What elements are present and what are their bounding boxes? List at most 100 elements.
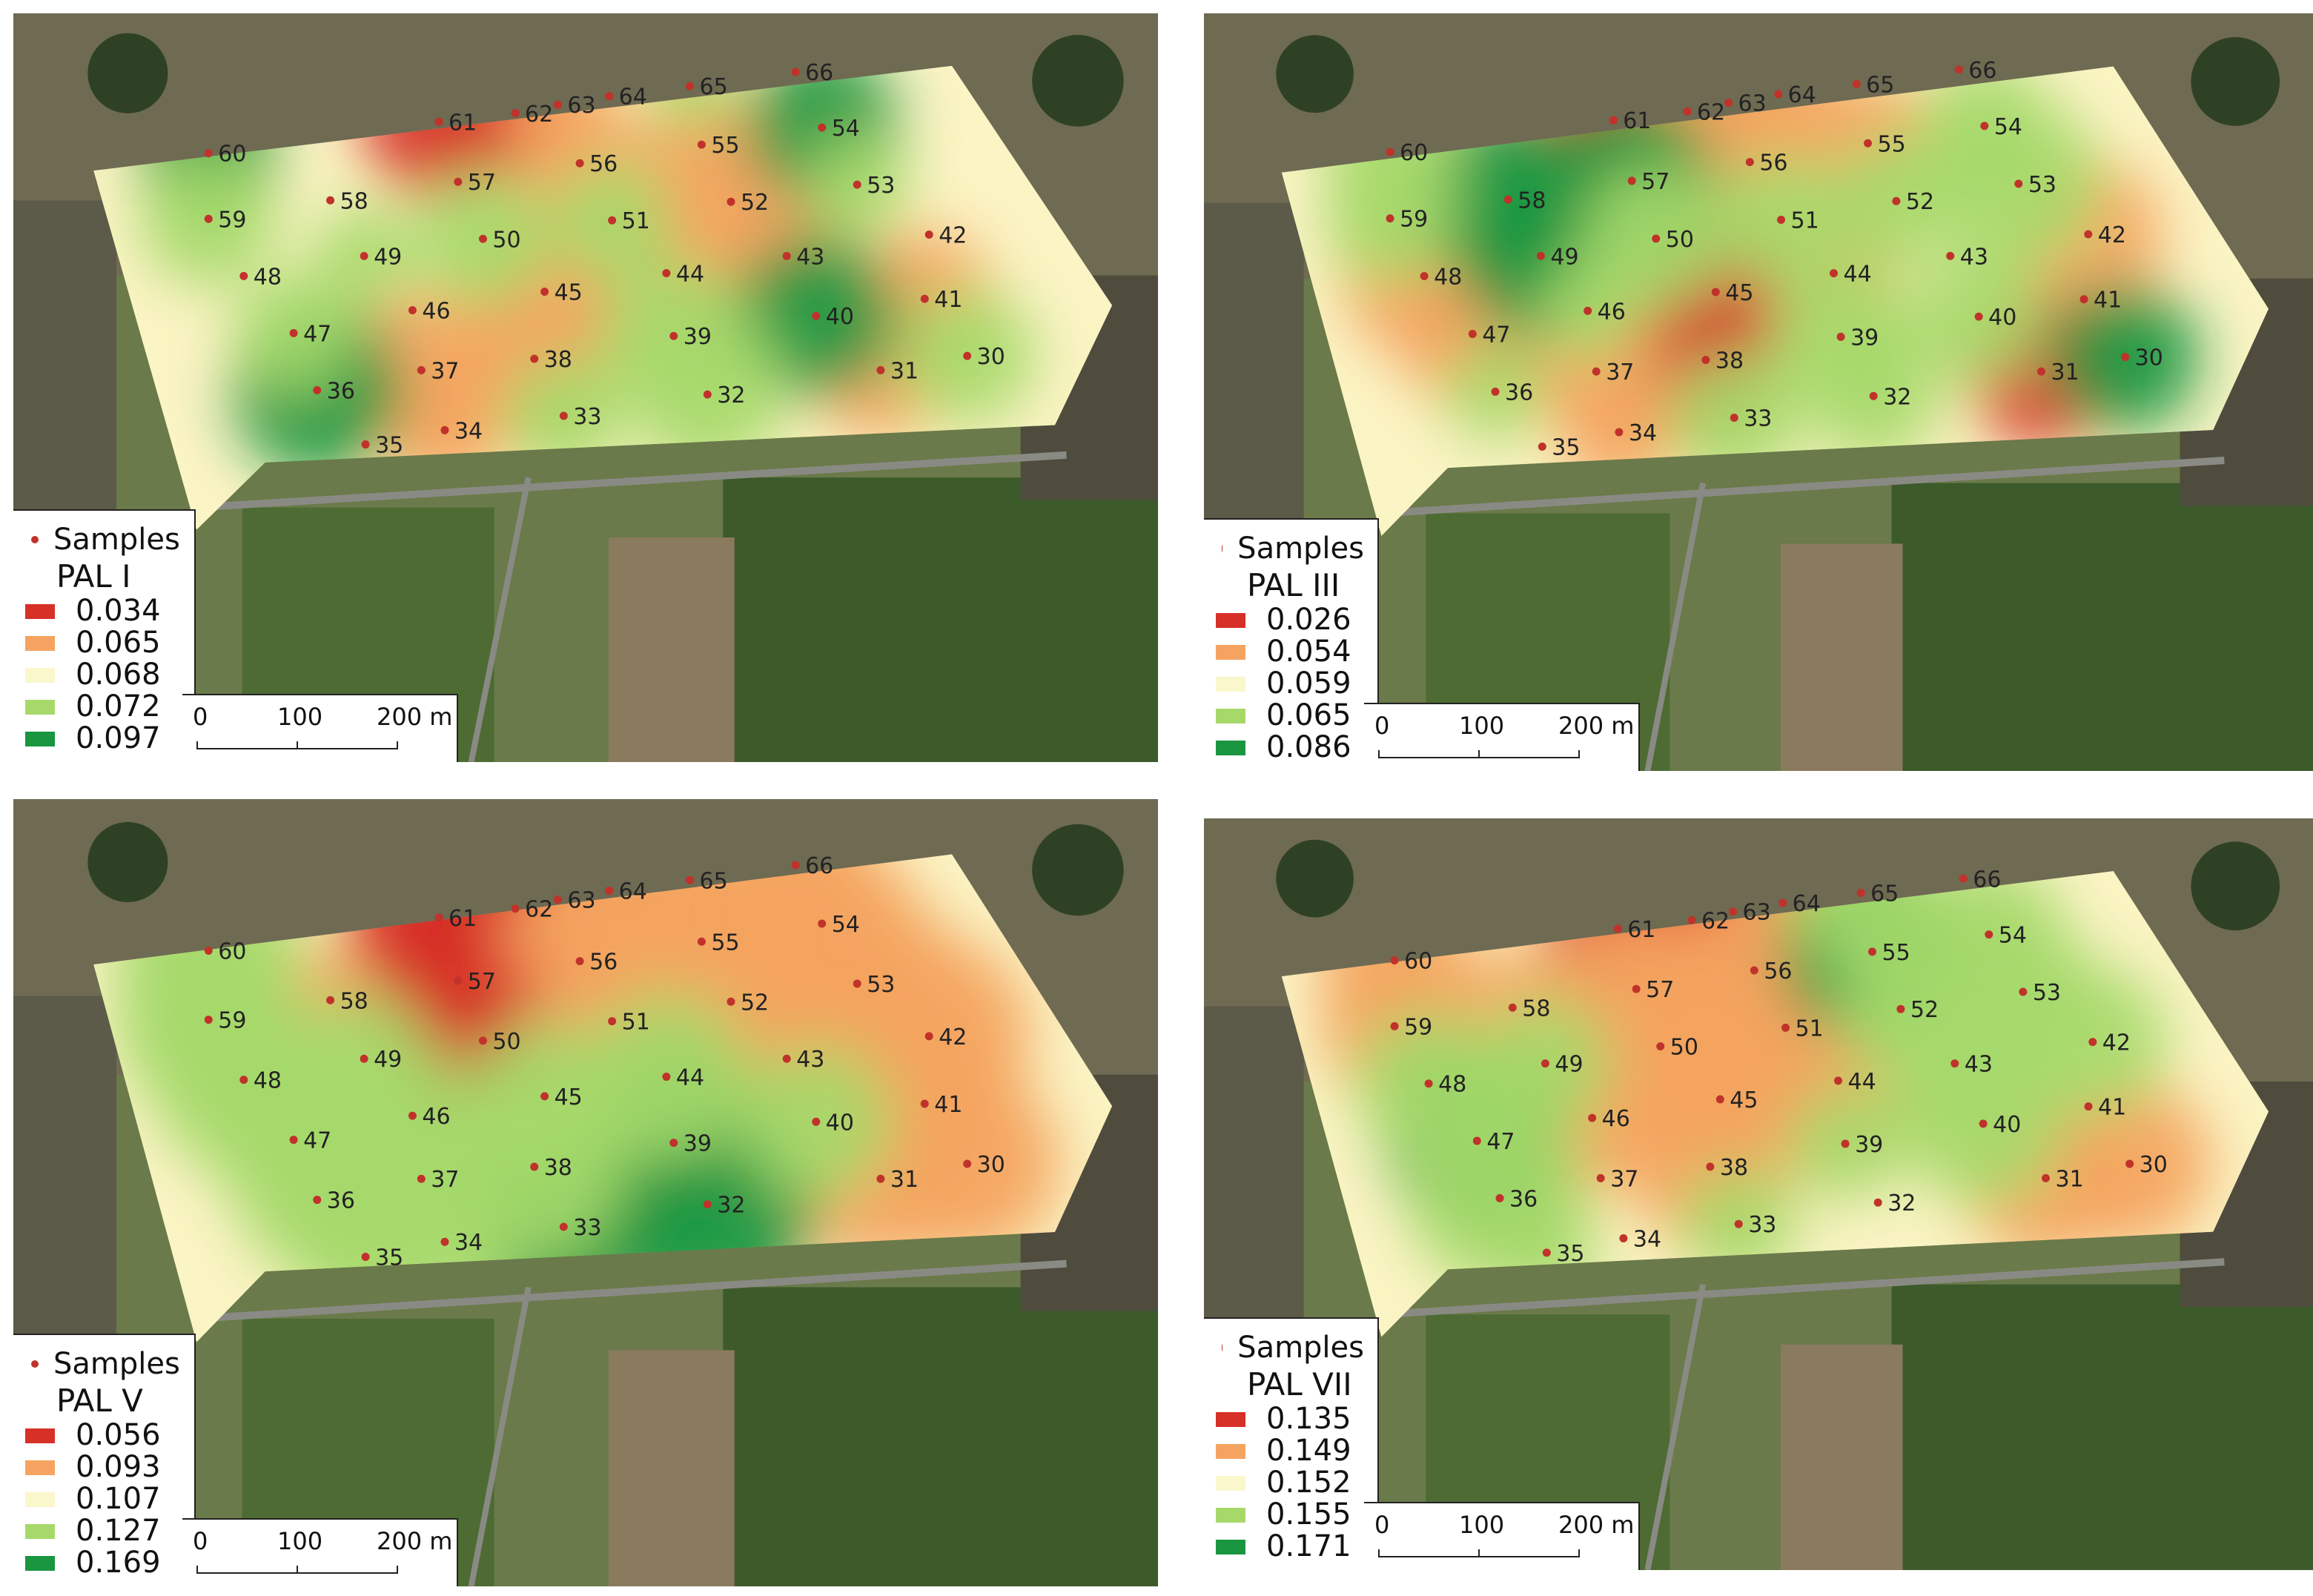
sample-point-47	[1472, 1136, 1481, 1145]
sample-label-54: 54	[1994, 114, 2022, 140]
sample-point-39	[669, 331, 678, 340]
sample-point-32	[703, 1200, 712, 1209]
sample-label-58: 58	[340, 188, 368, 214]
sample-point-53	[2019, 987, 2028, 996]
sample-label-45: 45	[555, 1085, 583, 1110]
sample-point-54	[1985, 930, 1993, 939]
legend-class-1: 0.135	[1216, 1403, 1364, 1435]
aerial-field	[608, 1350, 735, 1586]
legend-class-2: 0.054	[1216, 636, 1364, 668]
sample-point-60	[1386, 148, 1394, 156]
sample-label-64: 64	[1788, 82, 1816, 108]
sample-point-39	[669, 1139, 678, 1148]
legend-class-2: 0.149	[1216, 1435, 1364, 1467]
sample-point-48	[1420, 272, 1429, 281]
sample-label-40: 40	[826, 304, 854, 330]
sample-label-55: 55	[1882, 940, 1910, 966]
sample-label-61: 61	[1627, 917, 1655, 943]
map-panel-pal-iii: 60 59 48 47 36 35 34 37 46 49 58 57 50 45 38 33 32 39 44 51…	[1204, 13, 2313, 771]
sample-label-64: 64	[619, 85, 647, 110]
sample-label-52: 52	[741, 190, 769, 216]
sample-point-55	[697, 937, 706, 946]
sample-point-65	[686, 82, 695, 90]
legend-samples: Samples	[1216, 530, 1364, 567]
sample-label-59: 59	[1404, 1014, 1432, 1040]
sample-point-37	[1592, 367, 1601, 376]
sample-point-33	[1730, 413, 1738, 422]
sample-point-35	[361, 440, 370, 449]
sample-label-41: 41	[2098, 1095, 2126, 1121]
sample-label-31: 31	[890, 358, 919, 384]
sample-point-30	[2125, 1159, 2134, 1168]
legend-pal-vii: Samples PAL VII 0.135 0.149 0.152 0.155 …	[1204, 1317, 1379, 1570]
sample-point-66	[1959, 874, 1968, 883]
sample-label-50: 50	[492, 227, 520, 253]
sample-label-65: 65	[1870, 881, 1899, 907]
sample-point-59	[204, 1016, 213, 1024]
sample-point-51	[1777, 216, 1786, 225]
sample-point-55	[1868, 947, 1877, 956]
scale-bar-pal-v: 0 100 200 m	[182, 1518, 458, 1586]
legend-pal-v: Samples PAL V 0.056 0.093 0.107 0.127 0.…	[13, 1334, 196, 1586]
map-pal-i: 60 59 48 47 36 35 34 37 46 49 58 57 50 45 38 33 32 39 44 51…	[13, 13, 1158, 762]
sample-point-48	[239, 271, 248, 280]
sample-label-32: 32	[1883, 384, 1911, 410]
sample-label-49: 49	[1550, 244, 1578, 270]
sample-point-49	[360, 251, 368, 260]
sample-label-56: 56	[1759, 150, 1787, 176]
sample-label-43: 43	[1960, 244, 1988, 270]
scale-bar-pal-iii: 0 100 200 m	[1364, 703, 1640, 771]
sample-label-49: 49	[374, 1047, 402, 1073]
sample-label-59: 59	[218, 207, 246, 233]
sample-label-66: 66	[1973, 867, 2001, 893]
sample-label-46: 46	[422, 1104, 450, 1130]
map-panel-pal-i: 60 59 48 47 36 35 34 37 46 49 58 57 50 45 38 33 32 39 44 51…	[13, 13, 1158, 762]
sample-point-38	[530, 354, 539, 363]
sample-point-41	[2084, 1102, 2093, 1111]
sample-point-53	[2014, 179, 2023, 188]
sample-label-57: 57	[1641, 169, 1670, 195]
sample-label-51: 51	[622, 1010, 650, 1036]
sample-label-48: 48	[1434, 265, 1462, 291]
legend-class-5: 0.171	[1216, 1531, 1364, 1563]
sample-point-37	[417, 365, 426, 374]
sample-label-56: 56	[589, 950, 618, 976]
sample-label-65: 65	[700, 74, 728, 100]
sample-point-65	[686, 875, 695, 884]
sample-point-62	[1683, 107, 1692, 116]
sample-point-66	[791, 67, 800, 76]
sample-point-64	[1774, 90, 1783, 99]
sample-point-43	[782, 1054, 791, 1063]
aerial-field	[723, 1287, 1158, 1586]
sample-point-43	[1950, 1059, 1959, 1068]
sample-point-44	[1833, 1076, 1842, 1085]
sample-label-50: 50	[492, 1029, 520, 1055]
swatch-icon	[25, 667, 55, 683]
legend-class-3: 0.068	[25, 659, 181, 691]
swatch-icon	[25, 635, 55, 651]
sample-label-45: 45	[1725, 280, 1753, 306]
legend-class-2: 0.093	[25, 1451, 181, 1483]
aerial-trees	[1032, 35, 1124, 127]
sample-point-33	[1734, 1219, 1743, 1228]
sample-label-54: 54	[1999, 923, 2027, 949]
sample-label-63: 63	[1738, 91, 1767, 117]
sample-point-31	[876, 365, 885, 374]
scale-bar-pal-vii: 0 100 200 m	[1364, 1502, 1640, 1570]
sample-point-40	[1979, 1119, 1988, 1128]
legend-samples: Samples	[1216, 1329, 1364, 1366]
sample-point-64	[605, 886, 614, 895]
sample-point-66	[791, 861, 800, 870]
sample-label-42: 42	[939, 222, 967, 248]
sample-label-65: 65	[1866, 72, 1894, 98]
swatch-icon	[25, 1523, 55, 1539]
sample-point-56	[575, 957, 584, 966]
sample-point-41	[2079, 295, 2088, 304]
sample-point-47	[289, 1136, 298, 1145]
sample-label-56: 56	[589, 151, 618, 177]
aerial-field	[1780, 1344, 1903, 1570]
legend-pal-iii: Samples PAL III 0.026 0.054 0.059 0.065 …	[1204, 518, 1379, 771]
sample-label-48: 48	[254, 264, 282, 290]
swatch-icon	[1216, 1443, 1245, 1459]
sample-label-54: 54	[832, 912, 860, 938]
